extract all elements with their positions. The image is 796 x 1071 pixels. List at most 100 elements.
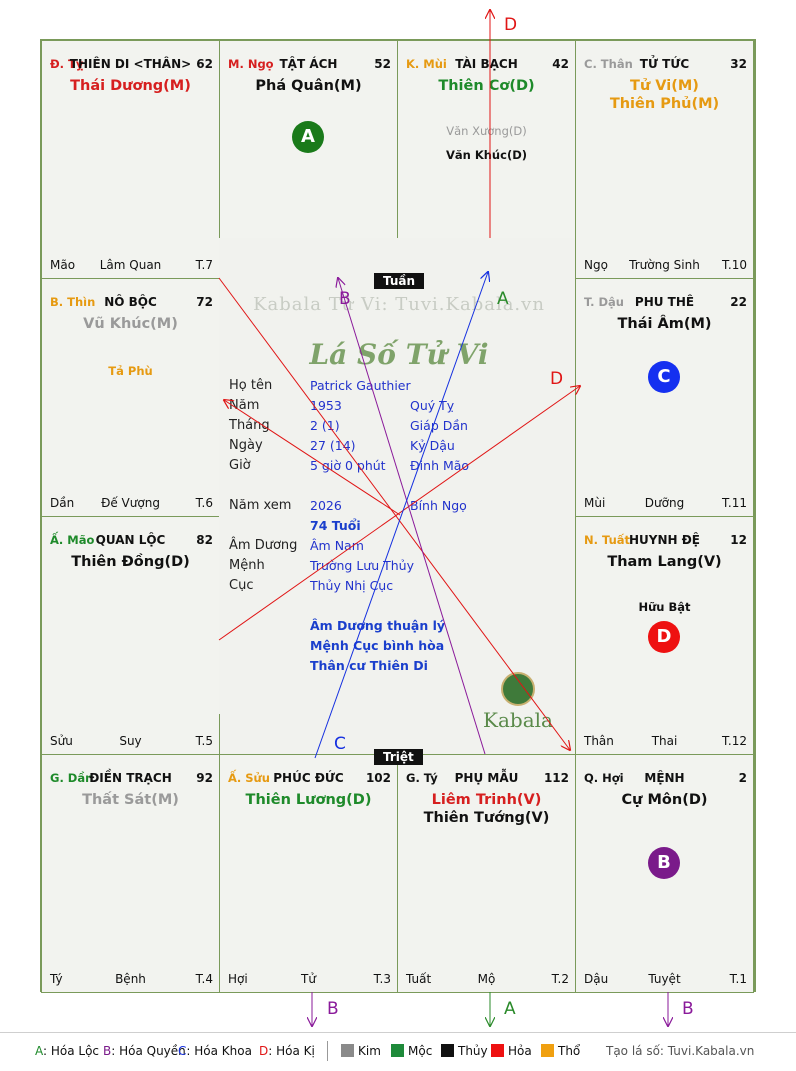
palace-age: 12 xyxy=(730,533,747,547)
palace-stem: C. Thân xyxy=(584,57,633,71)
major-star: Thiên Đồng(D) xyxy=(71,554,190,570)
major-star: Thiên Lương(D) xyxy=(245,792,372,808)
legend-transform-c: C: Hóa Khoa xyxy=(178,1044,252,1058)
info-value: Thủy Nhị Cục xyxy=(310,578,394,593)
palace-age: 62 xyxy=(196,57,213,71)
element-name: Hỏa xyxy=(508,1044,532,1058)
palace-name: THIÊN DI <THÂN> xyxy=(69,57,192,71)
legend-bar: A: Hóa Lộc B: Hóa Quyền C: Hóa Khoa D: Hóa … xyxy=(0,1032,796,1071)
element-name: Thủy xyxy=(458,1044,488,1058)
info-value: 2 (1) xyxy=(310,418,340,433)
palace-name: TÀI BẠCH xyxy=(455,57,518,71)
palace-stem: Ấ. Mão xyxy=(50,533,95,547)
legend-element: Thổ xyxy=(541,1044,580,1058)
palace-age: 22 xyxy=(730,295,747,309)
palace-name: ĐIỀN TRẠCH xyxy=(89,771,172,785)
palace-thin: B. Thìn NÔ BỘC 72 Vũ Khúc(M) Tả Phù Dần Đế Vượ… xyxy=(41,278,220,517)
palace-decade: T.11 xyxy=(722,496,747,510)
chart-note: Âm Dương thuận lý xyxy=(310,618,446,633)
palace-decade: T.1 xyxy=(729,972,747,986)
palace-suu: Ấ. Sửu PHÚC ĐỨC 102 Thiên Lương(D) Hợi Tử T.3 xyxy=(219,754,398,993)
palace-ty2: G. Tý PHỤ MẪU 112 Liêm Trinh(V) Thiên Tướng(… xyxy=(397,754,576,993)
palace-age: 102 xyxy=(365,771,391,785)
element-swatch-icon xyxy=(391,1044,404,1057)
palace-name: TẬT ÁCH xyxy=(279,57,338,71)
tree-icon xyxy=(501,672,535,706)
minor-star: Hữu Bật xyxy=(638,600,691,614)
legend-key: A xyxy=(35,1044,43,1058)
palace-age: 82 xyxy=(196,533,213,547)
palace-branch: Hợi xyxy=(228,972,248,986)
palace-decade: T.2 xyxy=(551,972,569,986)
year-canchi: Bính Ngọ xyxy=(410,498,467,513)
palace-branch: Mùi xyxy=(584,496,606,510)
palace-branch: Tuất xyxy=(406,972,432,986)
major-star: Thái Âm(M) xyxy=(617,316,712,332)
legend-sep: : xyxy=(186,1044,191,1058)
info-value: 1953 xyxy=(310,398,342,413)
element-name: Thổ xyxy=(558,1044,581,1058)
year-key: Năm xem xyxy=(229,498,292,513)
palace-stage: Trường Sinh xyxy=(629,258,700,272)
major-star: Phá Quân(M) xyxy=(255,78,362,94)
legend-sep: : xyxy=(111,1044,116,1058)
legend-key: D xyxy=(259,1044,269,1058)
palace-name: PHÚC ĐỨC xyxy=(273,771,344,785)
legend-element: Thủy xyxy=(441,1044,488,1058)
palace-tuat: N. Tuất HUYNH ĐỆ 12 Tham Lang(V) Hữu Bật D Thâ… xyxy=(575,516,754,755)
palace-branch: Sửu xyxy=(50,734,73,748)
palace-age: 92 xyxy=(196,771,213,785)
palace-stage: Lâm Quan xyxy=(99,258,162,272)
palace-age: 42 xyxy=(552,57,569,71)
legend-text: Hóa Kị xyxy=(272,1044,315,1058)
info-value-canchi: Quý Tỵ xyxy=(410,398,455,413)
element-swatch-icon xyxy=(491,1044,504,1057)
legend-text: Hóa Lộc xyxy=(47,1044,100,1058)
palace-stage: Bệnh xyxy=(115,972,146,986)
palace-decade: T.12 xyxy=(722,734,747,748)
info-value: Âm Nam xyxy=(310,538,364,553)
palace-decade: T.4 xyxy=(195,972,213,986)
palace-age: 32 xyxy=(730,57,747,71)
palace-stem: Đ. Tỵ xyxy=(50,57,84,71)
palace-hoi: Q. Hợi MỆNH 2 Cự Môn(D) B Dậu Tuyệt T.1 xyxy=(575,754,754,993)
chart-note: Thân cư Thiên Di xyxy=(310,658,428,673)
tuan-badge: Tuần xyxy=(374,273,425,289)
arrow-label-d-top: D xyxy=(504,15,517,35)
palace-decade: T.7 xyxy=(195,258,213,272)
palace-decade: T.5 xyxy=(195,734,213,748)
palace-stage: Tuyệt xyxy=(648,972,681,986)
legend-key: C xyxy=(178,1044,187,1058)
palace-stage: Thai xyxy=(651,734,678,748)
minor-star: Văn Khúc(D) xyxy=(445,148,527,162)
palace-decade: T.6 xyxy=(195,496,213,510)
palace-name: PHU THÊ xyxy=(634,295,695,309)
info-value-canchi: Kỷ Dậu xyxy=(410,438,455,453)
info-key: Họ tên xyxy=(229,378,273,393)
palace-stage: Dưỡng xyxy=(644,496,685,510)
legend-sep: : xyxy=(268,1044,273,1058)
palace-than: C. Thân TỬ TỨC 32 Tử Vi(M) Thiên Phủ(M) Ngọ Tr… xyxy=(575,40,754,279)
legend-transform-b: B: Hóa Quyền xyxy=(103,1044,186,1058)
major-star: Thiên Phủ(M) xyxy=(609,96,720,112)
info-key: Âm Dương xyxy=(229,538,298,553)
palace-age: 52 xyxy=(374,57,391,71)
major-star: Tử Vi(M) xyxy=(630,78,699,94)
chart-heading: Lá Số Tử Vi xyxy=(309,338,489,371)
major-star: Liêm Trinh(V) xyxy=(431,792,542,808)
palace-name: PHỤ MẪU xyxy=(454,771,519,785)
legend-text: Hóa Khoa xyxy=(190,1044,252,1058)
major-star: Thái Dương(M) xyxy=(70,78,191,94)
legend-transform-a: A: Hóa Lộc xyxy=(35,1044,99,1058)
info-key: Năm xyxy=(229,398,260,413)
palace-mao: Ấ. Mão QUAN LỘC 82 Thiên Đồng(D) Sửu Suy T.5 xyxy=(41,516,220,755)
element-name: Kim xyxy=(358,1044,381,1058)
kabala-brand-text: Kabala xyxy=(483,708,553,732)
site-credit: Tạo lá số: Tuvi.Kabala.vn xyxy=(606,1044,755,1058)
palace-stem: Q. Hợi xyxy=(584,771,624,785)
age-value: 74 Tuổi xyxy=(310,518,361,533)
year-value: 2026 xyxy=(310,498,342,513)
legend-element: Mộc xyxy=(391,1044,432,1058)
kabala-logo: Kabala xyxy=(483,672,553,732)
info-key: Tháng xyxy=(229,418,270,433)
